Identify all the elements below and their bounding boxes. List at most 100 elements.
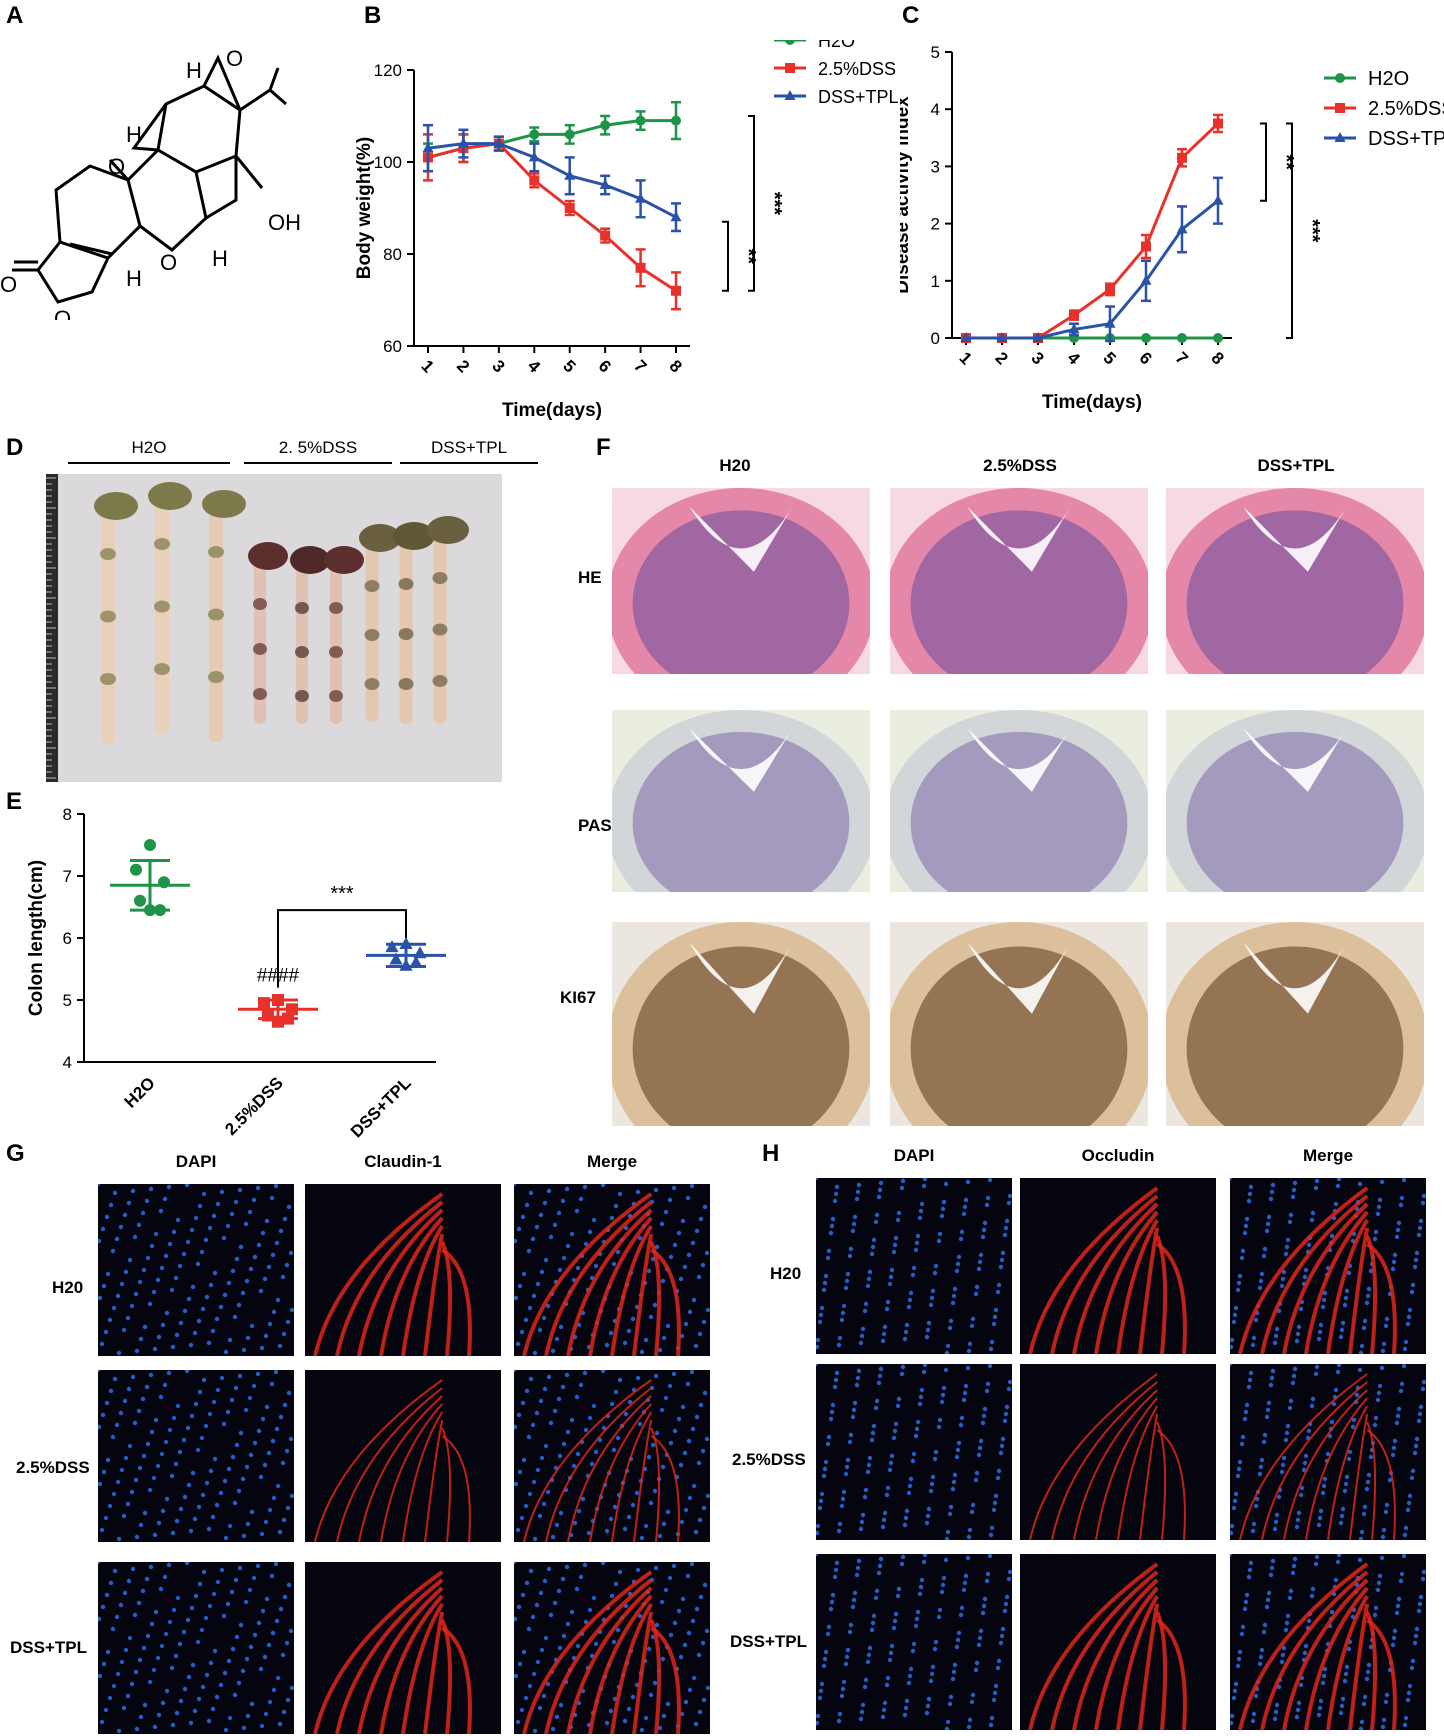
svg-text:O: O [54,306,71,320]
y-tick-label: 2 [931,215,940,234]
panel-letter-g: G [6,1140,25,1167]
data-point [599,179,611,189]
legend-label: DSS+TPL [818,87,899,107]
g-if-image-0-1 [305,1184,501,1356]
y-axis-label: Body weight(%) [356,137,375,280]
x-tick-label: 5 [1100,348,1120,368]
data-point [1140,274,1152,285]
legend: H2O 2.5%DSS DSS+TPL [1324,68,1444,150]
data-point [1141,241,1151,252]
data-point [457,137,469,148]
colon-specimen [290,546,330,724]
h-if-image-0-0 [816,1178,1012,1354]
data-point [1213,118,1223,129]
significance-bracket [277,909,407,988]
data-point [996,332,1008,342]
svg-text:O: O [0,272,17,297]
h-if-image-1-2 [1230,1364,1426,1540]
h-if-image-1-1 [1020,1364,1216,1540]
panel-letter-d: D [6,434,24,461]
h-row-h20: H20 [770,1264,802,1283]
data-point [286,1003,298,1016]
significance-label: *** [1301,219,1323,243]
data-point [1069,310,1079,321]
x-tick-label: 7 [630,356,650,376]
data-point [600,120,611,131]
hist-col-dss: 2.5%DSS [983,456,1057,475]
data-point [671,285,681,296]
colon-photo-header: H2O 2. 5%DSS DSS+TPL [64,438,584,474]
legend: H2O 2.5%DSS DSS+TPL [774,40,899,107]
data-point [635,192,647,203]
colon-specimen [324,546,364,724]
data-point [635,115,646,126]
data-point [389,952,403,965]
panel-letter-h: H [762,1140,780,1167]
hist-image-ki67-2 [1166,922,1424,1126]
data-point [422,142,434,153]
colon-specimen [393,522,435,724]
data-point [1104,317,1116,328]
x-tick-label: 6 [1136,348,1156,368]
x-tick-label: 4 [1064,348,1085,369]
hist-image-pas-1 [890,710,1148,892]
hist-image-pas-0 [612,710,870,892]
data-point [564,203,575,213]
x-tick-label: 3 [488,356,508,376]
g-if-image-1-1 [305,1370,501,1542]
data-point [671,115,681,126]
legend-label: H2O [818,40,855,51]
y-axis-label: Colon length(cm) [26,860,47,1016]
legend-marker [785,40,795,45]
y-tick-label: 6 [63,929,72,948]
colon-specimen [359,524,401,722]
legend-label: 2.5%DSS [1368,98,1444,120]
data-point [144,904,156,917]
x-tick-label: 8 [666,356,686,376]
g-col-dapi: DAPI [175,1152,217,1171]
legend-marker [1335,103,1345,113]
y-tick-label: 120 [374,61,402,80]
x-tick-label: 1 [418,356,438,376]
data-point [1213,333,1223,343]
colon-specimen [248,542,288,724]
g-col-merge: Merge [586,1152,638,1171]
data-point [385,940,399,953]
y-tick-label: 3 [931,157,940,176]
g-if-image-1-0 [98,1370,294,1542]
series-2 [422,123,682,233]
legend-marker [785,63,795,73]
data-point [144,839,156,851]
data-point [1032,332,1044,342]
data-point [1177,333,1187,343]
data-point [1105,284,1115,295]
h-row-tpl: DSS+TPL [730,1632,807,1651]
h-if-image-1-0 [816,1364,1012,1540]
y-tick-label: 4 [63,1053,72,1072]
significance-bracket: ** [1260,122,1297,202]
group-2 [366,937,446,971]
data-point [399,937,413,949]
svg-text:O: O [108,154,125,179]
significance-bracket: *** [1286,122,1323,339]
h-if-image-0-2 [1230,1178,1426,1354]
colon-specimen [94,492,138,744]
colon-group-h2o: H2O [131,438,167,457]
data-point [158,876,170,889]
x-tick-label: 4 [524,356,545,377]
y-tick-label: 7 [63,867,72,886]
significance-label: ** [737,249,759,265]
y-tick-label: 0 [931,329,940,348]
data-point [1068,323,1080,334]
svg-text:H: H [186,58,202,83]
g-if-image-1-2 [514,1370,710,1542]
svg-text:H: H [126,266,142,291]
legend-label: 2.5%DSS [818,59,896,79]
significance-bracket: *** [748,115,785,292]
x-tick-label: 2 [453,356,473,376]
series-line [427,142,677,219]
h-col-merge: Merge [1302,1146,1354,1165]
h-col-dapi: DAPI [893,1146,935,1165]
data-point [282,1012,294,1025]
